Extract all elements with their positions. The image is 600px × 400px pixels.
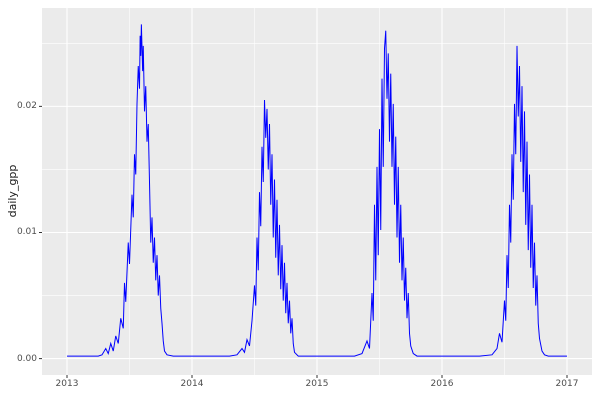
y-tick-label: 0.00 (16, 353, 37, 364)
x-tick-label: 2016 (430, 379, 454, 389)
x-tick-label: 2017 (555, 379, 579, 389)
x-tick-label: 2015 (305, 379, 329, 389)
x-tick-label: 2014 (180, 379, 204, 389)
y-tick-label: 0.02 (16, 101, 37, 112)
x-tick-label: 2013 (55, 379, 79, 389)
daily-gpp-line (67, 24, 567, 357)
y-tick-label: 0.01 (16, 227, 37, 238)
